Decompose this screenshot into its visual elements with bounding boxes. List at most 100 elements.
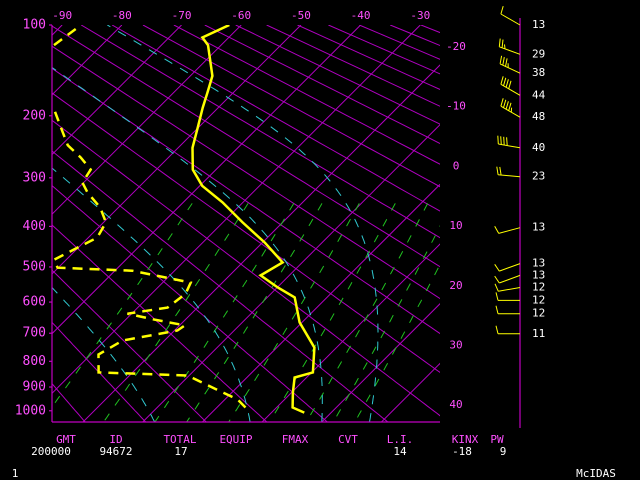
wind-barb: [497, 135, 521, 149]
x-tick-label: -30: [410, 9, 430, 22]
dry-adiabat: [52, 321, 147, 422]
wind-speed-label: 13: [532, 268, 545, 281]
isotherm: [52, 25, 242, 215]
dry-adiabat: [173, 25, 440, 165]
wind-barb: [494, 283, 521, 292]
y-tick-label: 400: [23, 219, 46, 234]
wind-speed-label: 13: [532, 18, 545, 31]
wind-speed-label: 11: [532, 327, 545, 340]
wind-speed-label: 40: [532, 141, 545, 154]
wind-barb: [500, 76, 521, 96]
isotherm: [202, 183, 440, 422]
isotherm-label: 30: [449, 338, 462, 351]
index-header: EQUIP: [219, 433, 252, 446]
y-tick-label: 800: [23, 354, 46, 369]
x-tick-label: -90: [52, 9, 72, 22]
index-value: 94672: [99, 445, 132, 458]
mixing-ratio-line: [186, 203, 323, 422]
isotherm: [52, 25, 123, 96]
x-tick-label: -60: [231, 9, 251, 22]
isotherm: [321, 303, 440, 422]
wind-speed-label: 23: [532, 170, 545, 183]
y-tick-label: 500: [23, 259, 46, 274]
wind-speed-label: 38: [532, 66, 545, 79]
wind-speed-label: 12: [532, 281, 545, 294]
x-tick-label: -40: [351, 9, 371, 22]
isotherm-label: 0: [453, 159, 460, 172]
isotherm-label: 20: [449, 279, 462, 292]
index-header: FMAX: [282, 433, 309, 446]
wind-barb: [500, 5, 521, 26]
dry-adiabat: [52, 45, 440, 300]
wind-barb: [500, 98, 521, 118]
sounding-profile: [191, 25, 316, 414]
mixing-ratio-line: [228, 203, 360, 422]
wind-barb: [498, 38, 521, 55]
isotherm-label: 10: [449, 219, 462, 232]
wind-barb: [494, 225, 521, 234]
dry-adiabat: [52, 119, 440, 417]
wind-speed-label: 13: [532, 221, 545, 234]
wind-speed-label: 12: [532, 293, 545, 306]
mixing-ratio-line: [154, 203, 295, 422]
moist-adiabat: [52, 66, 323, 422]
wind-speed-label: 48: [532, 110, 545, 123]
moist-adiabat: [52, 167, 251, 422]
wind-speed-label: 12: [532, 307, 545, 320]
isotherm: [52, 25, 361, 335]
dry-adiabat: [111, 25, 440, 212]
x-tick-label: -50: [291, 9, 311, 22]
y-tick-label: 1000: [15, 403, 46, 418]
y-tick-label: 600: [23, 295, 46, 310]
isotherm: [52, 25, 302, 275]
index-header: TOTAL: [163, 433, 196, 446]
isotherm: [261, 243, 440, 422]
index-header: GMT: [56, 433, 76, 446]
y-tick-label: 200: [23, 108, 46, 123]
x-tick-label: -80: [112, 9, 132, 22]
mixing-ratio-line: [103, 203, 249, 422]
mixing-ratio-line: [332, 225, 440, 422]
moist-adiabat: [52, 286, 156, 422]
wind-barb: [495, 292, 520, 301]
dry-adiabat: [52, 184, 328, 422]
wind-barb: [499, 55, 521, 74]
wind-barb: [494, 263, 521, 272]
dry-adiabat: [52, 269, 207, 422]
isotherm: [52, 25, 421, 395]
x-tick-label: -70: [172, 9, 192, 22]
index-header: CVT: [338, 433, 358, 446]
dry-adiabat: [52, 92, 440, 374]
y-tick-label: 700: [23, 326, 46, 341]
index-header: PW: [490, 433, 504, 446]
y-tick-label: 100: [23, 18, 46, 33]
wind-speed-label: 13: [532, 257, 545, 270]
index-value: 9: [500, 445, 507, 458]
dry-adiabat: [142, 25, 440, 188]
wind-barb: [496, 166, 521, 178]
mixing-ratio-line: [354, 263, 440, 422]
wind-speed-label: 29: [532, 47, 545, 60]
index-header: L.I.: [387, 433, 414, 446]
product-name: McIDAS: [576, 467, 616, 480]
index-value: 200000: [31, 445, 71, 458]
wind-barb: [494, 274, 521, 284]
isotherm-label: -10: [446, 100, 466, 113]
y-tick-label: 900: [23, 380, 46, 395]
sounding-profile: [52, 25, 247, 409]
index-value: 17: [174, 445, 187, 458]
dry-adiabat: [80, 25, 440, 239]
dry-adiabat: [52, 224, 268, 422]
isotherm: [52, 25, 182, 156]
wind-barb: [495, 325, 520, 335]
dry-adiabat: [52, 150, 389, 422]
index-header: ID: [109, 433, 122, 446]
wind-barb: [495, 305, 520, 315]
wind-speed-label: 44: [532, 88, 546, 101]
moist-adiabat: [107, 25, 379, 422]
isotherm-label: 40: [449, 398, 462, 411]
page-number: 1: [12, 467, 19, 480]
